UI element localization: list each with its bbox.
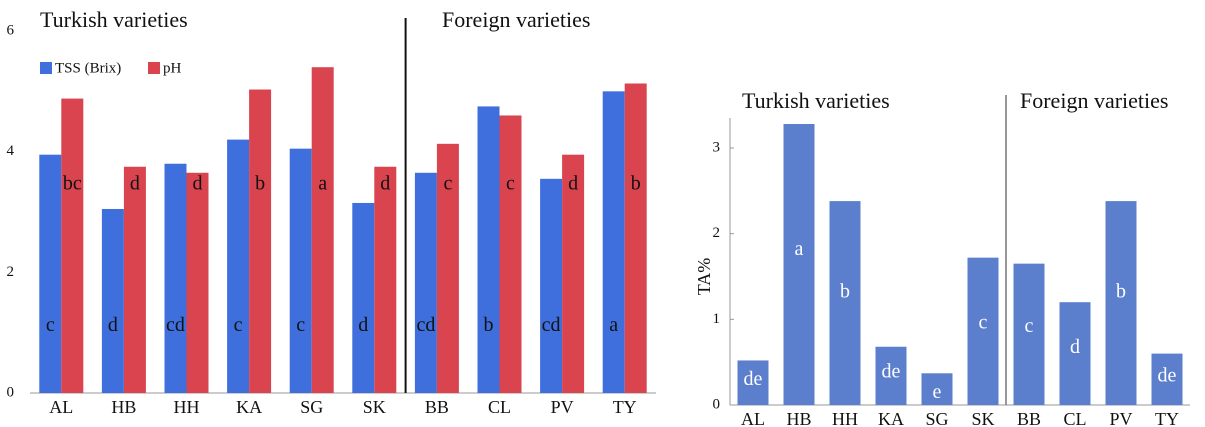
significance-letter: a [795,238,804,260]
significance-letter: c [234,314,243,336]
x-tick-label: KA [236,397,262,417]
legend-label: TSS (Brix) [55,60,121,76]
significance-letter: d [380,172,390,194]
significance-letter: b [255,172,265,194]
bar [1013,263,1045,405]
bar [61,98,84,393]
bar [39,154,62,393]
bar [101,208,124,393]
x-tick-label: BB [1017,409,1041,427]
significance-letter: b [484,314,494,336]
bar [186,172,209,393]
x-tick-label: HH [174,397,200,417]
significance-letter: de [882,361,901,383]
x-tick-label: HB [111,397,136,417]
bar [227,139,250,393]
bar [352,202,375,393]
x-tick-label: CL [488,397,511,417]
y-tick-label: 4 [7,143,15,159]
y-tick-label: 0 [7,384,15,400]
significance-letter: c [296,314,305,336]
bar [540,178,563,393]
bar [829,201,861,405]
y-axis-label: TA% [694,258,714,296]
x-tick-label: SG [300,397,323,417]
significance-letter: c [1025,315,1034,337]
x-tick-label: SK [363,397,386,417]
x-tick-label: SG [925,409,948,427]
significance-letter: de [744,368,763,390]
significance-letter: b [840,280,850,302]
x-tick-label: PV [551,397,574,417]
x-tick-label: CL [1063,409,1086,427]
bar [414,172,437,393]
bar [436,143,459,393]
bar [967,257,999,405]
x-tick-label: HH [832,409,858,427]
bar [1059,302,1091,405]
significance-letter: cd [416,314,435,336]
bar [374,166,397,393]
bar [624,83,647,394]
significance-letter: a [318,172,327,194]
annotation: Turkish varieties [742,88,890,113]
y-tick-label: 1 [713,311,721,327]
bar [499,115,522,393]
significance-letter: cd [166,314,185,336]
bar [737,360,769,405]
y-tick-label: 6 [7,22,15,38]
significance-letter: bc [63,172,82,194]
bar [164,163,187,393]
x-tick-label: AL [49,397,73,417]
y-tick-label: 2 [7,264,15,280]
significance-letter: d [1070,336,1080,358]
y-tick-label: 3 [713,139,721,155]
bar [1105,201,1137,405]
significance-letter: d [568,172,578,194]
x-tick-label: SK [971,409,994,427]
legend-swatch [148,62,160,74]
bar [921,373,953,405]
x-tick-label: PV [1109,409,1132,427]
significance-letter: d [358,314,368,336]
y-tick-label: 2 [713,225,721,241]
legend-swatch [40,62,52,74]
x-tick-label: AL [741,409,765,427]
significance-letter: c [979,312,988,334]
x-tick-label: TY [1155,409,1179,427]
x-tick-label: BB [425,397,449,417]
significance-letter: c [443,172,452,194]
significance-letter: d [130,172,140,194]
x-tick-label: TY [613,397,637,417]
bar [783,124,815,405]
bar [1151,353,1183,405]
annotation: Foreign varieties [442,7,590,32]
significance-letter: cd [542,314,561,336]
bar [562,154,585,393]
x-tick-label: KA [878,409,904,427]
bar [289,148,312,393]
significance-letter: d [193,172,203,194]
bar [123,166,146,393]
significance-letter: de [1158,364,1177,386]
significance-letter: b [631,172,641,194]
bar [477,106,500,394]
bar [249,89,272,394]
bar [311,67,334,393]
significance-letter: a [609,314,618,336]
significance-letter: d [108,314,118,336]
legend-label: pH [163,60,182,76]
significance-letter: b [1116,280,1126,302]
annotation: Foreign varieties [1020,88,1168,113]
bar [875,346,907,405]
x-tick-label: HB [786,409,811,427]
significance-letter: c [506,172,515,194]
significance-letter: c [46,314,55,336]
annotation: Turkish varieties [40,7,188,32]
bar [602,91,625,393]
y-tick-label: 0 [713,396,721,412]
significance-letter: e [933,381,942,403]
